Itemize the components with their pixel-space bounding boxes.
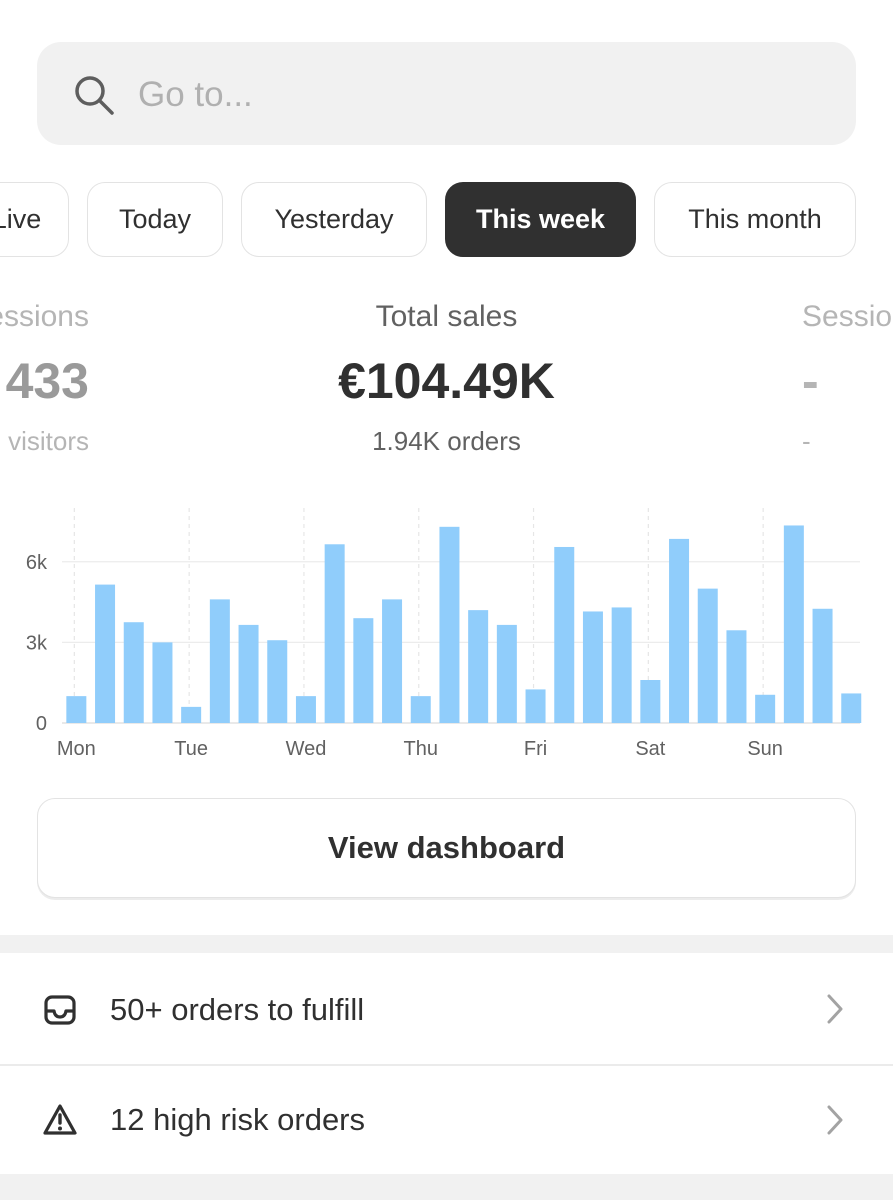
- chart-y-labels: 0 3k 6k: [26, 552, 48, 735]
- metric-right-value: -: [802, 353, 819, 409]
- chart-x-tick-label: Thu: [404, 738, 438, 760]
- chart-bar: [525, 689, 546, 723]
- chart-bar: [95, 584, 116, 723]
- chart-bar: [123, 622, 144, 723]
- chart-y-tick-label: 3k: [26, 632, 48, 654]
- chart-x-tick-label: Sat: [635, 738, 665, 760]
- chart-bar: [295, 696, 316, 723]
- tab-this-week[interactable]: This week: [445, 182, 636, 257]
- chart-y-tick-label: 0: [36, 713, 47, 735]
- alert-triangle-icon: [43, 1104, 77, 1135]
- tab-this-month[interactable]: This month: [654, 182, 856, 257]
- task-row-high-risk-orders[interactable]: 12 high risk orders: [0, 1066, 893, 1174]
- search-input[interactable]: [138, 70, 818, 120]
- chart-bar: [353, 618, 374, 723]
- task-label: 50+ orders to fulfill: [110, 992, 365, 1027]
- view-dashboard-button[interactable]: View dashboard: [37, 798, 856, 898]
- metric-right-label: Sessions: [802, 300, 893, 333]
- tab-yesterday-label: Yesterday: [274, 204, 394, 234]
- chart-x-tick-label: Wed: [286, 738, 327, 760]
- tab-yesterday[interactable]: Yesterday: [241, 182, 427, 257]
- task-label: 12 high risk orders: [110, 1102, 366, 1137]
- chart-bar: [640, 680, 661, 723]
- chart-bar: [755, 694, 776, 723]
- chart-bar: [582, 611, 603, 723]
- chart-bar: [410, 696, 431, 723]
- chart-bar: [841, 693, 862, 723]
- section-divider: [0, 935, 893, 953]
- chart-bar: [812, 608, 833, 723]
- chart-bar: [209, 599, 230, 723]
- tab-live-label: Live: [0, 204, 42, 234]
- chart-bar: [238, 624, 259, 723]
- chart-bar: [66, 696, 87, 723]
- metric-left-sub: visitors: [8, 426, 89, 456]
- search-icon: [75, 76, 114, 115]
- chart-x-tick-label: Sun: [747, 738, 783, 760]
- chart-bar: [611, 607, 632, 723]
- chart-bar: [152, 642, 173, 723]
- chart-bar: [554, 546, 575, 723]
- chart-bar: [726, 630, 747, 723]
- chart-bar: [439, 526, 460, 723]
- chart-bar: [468, 610, 489, 723]
- metric-left-label: Sessions: [0, 300, 89, 333]
- chart-bar: [382, 599, 403, 723]
- chart-bars: [66, 525, 862, 723]
- total-sales-value: €104.49K: [338, 353, 555, 409]
- total-orders-count: 1.94K orders: [372, 426, 521, 456]
- tab-live[interactable]: Live: [0, 182, 69, 257]
- chart-bar: [669, 538, 690, 723]
- view-dashboard-label: View dashboard: [327, 830, 566, 865]
- chart-bar: [267, 640, 288, 723]
- inbox-icon: [44, 995, 76, 1025]
- sales-bar-chart: 0 3k 6k Mon Tue Wed Thu Fri Sat Sun: [26, 508, 862, 760]
- row-divider: [0, 1064, 893, 1066]
- chart-bar: [324, 544, 345, 723]
- chart-bar: [496, 624, 517, 723]
- chevron-right-icon: [827, 1105, 843, 1135]
- chart-y-tick-label: 6k: [26, 552, 48, 574]
- chart-x-tick-label: Tue: [174, 738, 208, 760]
- chevron-right-icon: [827, 994, 843, 1024]
- chart-bar: [181, 706, 202, 723]
- chart-bar: [783, 525, 804, 723]
- tab-today[interactable]: Today: [87, 182, 223, 257]
- metric-right-sub: -: [802, 426, 811, 456]
- chart-x-tick-label: Fri: [524, 738, 547, 760]
- task-row-fulfill-orders[interactable]: 50+ orders to fulfill: [0, 955, 893, 1063]
- total-sales-label: Total sales: [375, 300, 518, 333]
- tab-this-month-label: This month: [688, 204, 822, 234]
- chart-x-tick-label: Mon: [57, 738, 96, 760]
- metric-left-value: 433: [5, 353, 89, 409]
- bottom-band: [0, 1174, 893, 1200]
- tab-today-label: Today: [118, 204, 192, 234]
- tab-this-week-label: This week: [475, 204, 606, 234]
- chart-bar: [697, 588, 718, 723]
- chart-x-labels: Mon Tue Wed Thu Fri Sat Sun: [57, 738, 783, 760]
